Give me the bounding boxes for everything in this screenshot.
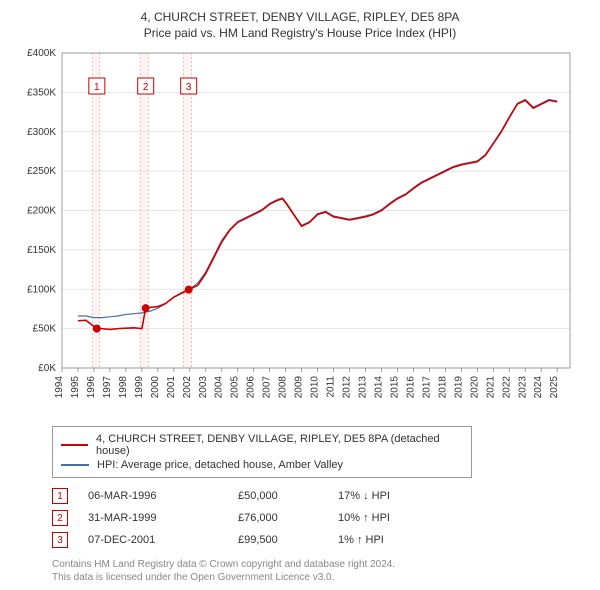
svg-text:1997: 1997 [102, 376, 113, 399]
svg-text:2023: 2023 [517, 376, 528, 399]
sales-row: 1 06-MAR-1996£50,00017% ↓ HPI [52, 488, 590, 504]
svg-text:2007: 2007 [262, 376, 273, 399]
svg-text:2: 2 [143, 82, 149, 93]
svg-text:2016: 2016 [405, 376, 416, 399]
svg-text:£100K: £100K [27, 284, 56, 295]
legend-label-hpi: HPI: Average price, detached house, Ambe… [97, 459, 343, 471]
svg-text:2022: 2022 [501, 376, 512, 399]
svg-text:2010: 2010 [310, 376, 321, 399]
legend-row: 4, CHURCH STREET, DENBY VILLAGE, RIPLEY,… [61, 433, 463, 457]
svg-text:2014: 2014 [373, 376, 384, 399]
svg-text:2011: 2011 [326, 376, 337, 398]
svg-text:£300K: £300K [27, 127, 56, 138]
svg-text:£200K: £200K [27, 206, 56, 217]
svg-text:2017: 2017 [421, 376, 432, 399]
svg-text:2018: 2018 [437, 376, 448, 399]
svg-text:2005: 2005 [230, 376, 241, 399]
svg-text:1: 1 [94, 82, 100, 93]
sale-pct: 1% ↑ HPI [338, 534, 458, 546]
sales-row: 3 07-DEC-2001£99,5001% ↑ HPI [52, 532, 590, 548]
svg-text:2020: 2020 [469, 376, 480, 399]
chart-svg: £0K £50K £100K £150K £200K £250K £300K £350K £40… [20, 48, 580, 418]
sale-pct: 10% ↑ HPI [338, 512, 458, 524]
footer: Contains HM Land Registry data © Crown c… [52, 558, 590, 584]
svg-text:2024: 2024 [533, 376, 544, 399]
sale-date: 31-MAR-1999 [88, 512, 238, 524]
sale-price: £76,000 [238, 512, 338, 524]
svg-text:3: 3 [186, 82, 192, 93]
svg-text:2019: 2019 [453, 376, 464, 399]
svg-text:2003: 2003 [198, 376, 209, 399]
sale-marker-box: 3 [52, 532, 68, 548]
svg-text:2008: 2008 [278, 376, 289, 399]
svg-text:1996: 1996 [86, 376, 97, 399]
sales-row: 2 31-MAR-1999£76,00010% ↑ HPI [52, 510, 590, 526]
legend-swatch-property [61, 444, 88, 446]
legend-label-property: 4, CHURCH STREET, DENBY VILLAGE, RIPLEY,… [96, 433, 463, 457]
svg-text:2012: 2012 [342, 376, 353, 399]
legend-row: HPI: Average price, detached house, Ambe… [61, 459, 463, 471]
svg-text:2001: 2001 [166, 376, 177, 399]
svg-text:£150K: £150K [27, 245, 56, 256]
svg-text:£250K: £250K [27, 166, 56, 177]
svg-text:£0K: £0K [38, 363, 56, 374]
footer-copyright: Contains HM Land Registry data © Crown c… [52, 558, 590, 571]
footer-licence: This data is licensed under the Open Gov… [52, 571, 590, 584]
sales-table: 1 06-MAR-1996£50,00017% ↓ HPI 2 31-MAR-1999… [52, 488, 590, 548]
svg-text:1999: 1999 [134, 376, 145, 399]
svg-text:£350K: £350K [27, 87, 56, 98]
sale-price: £50,000 [238, 490, 338, 502]
svg-text:£400K: £400K [27, 48, 56, 59]
svg-text:1994: 1994 [54, 376, 65, 399]
sale-pct: 17% ↓ HPI [338, 490, 458, 502]
title-address: 4, CHURCH STREET, DENBY VILLAGE, RIPLEY,… [10, 10, 590, 24]
svg-text:2015: 2015 [389, 376, 400, 399]
sale-marker-box: 2 [52, 510, 68, 526]
sale-marker-box: 1 [52, 488, 68, 504]
svg-text:£50K: £50K [33, 324, 57, 335]
svg-text:2006: 2006 [246, 376, 257, 399]
title-subtitle: Price paid vs. HM Land Registry's House … [10, 26, 590, 40]
sale-date: 07-DEC-2001 [88, 534, 238, 546]
svg-text:2025: 2025 [549, 376, 560, 399]
svg-text:2002: 2002 [182, 376, 193, 399]
price-chart: £0K £50K £100K £150K £200K £250K £300K £350K £40… [20, 48, 580, 418]
sale-price: £99,500 [238, 534, 338, 546]
svg-text:2000: 2000 [150, 376, 161, 399]
svg-text:2013: 2013 [358, 376, 369, 399]
svg-text:2004: 2004 [214, 376, 225, 399]
sale-date: 06-MAR-1996 [88, 490, 238, 502]
svg-text:2021: 2021 [485, 376, 496, 399]
svg-text:1998: 1998 [118, 376, 129, 399]
svg-text:2009: 2009 [294, 376, 305, 399]
legend: 4, CHURCH STREET, DENBY VILLAGE, RIPLEY,… [52, 426, 472, 478]
svg-text:1995: 1995 [70, 376, 81, 399]
legend-swatch-hpi [61, 464, 89, 466]
